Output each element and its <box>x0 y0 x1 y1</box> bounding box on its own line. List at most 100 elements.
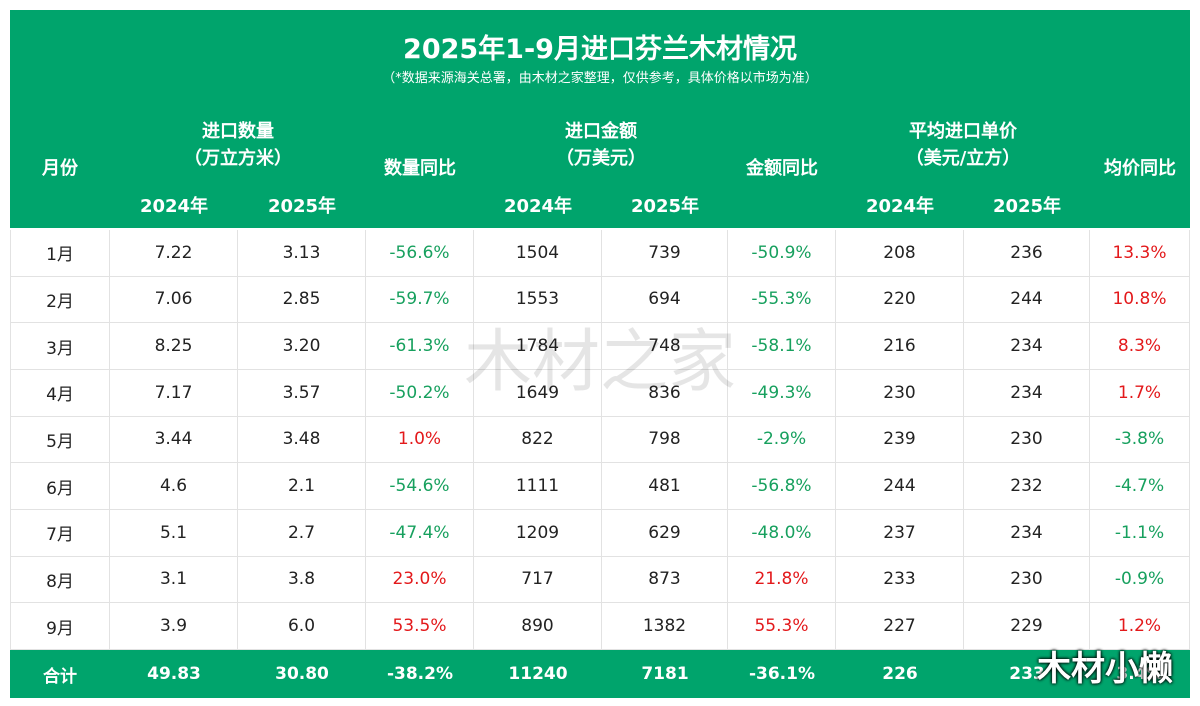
table-cell: 2.7 <box>238 510 366 557</box>
table-cell: 822 <box>474 416 602 464</box>
year-label: 2025年 <box>630 196 700 217</box>
table-cell: 233 <box>836 556 964 604</box>
table-cell: 1553 <box>474 276 602 324</box>
column-label: 数量同比 <box>384 158 456 179</box>
year-label: 2024年 <box>865 196 935 217</box>
table-cell: -3.8% <box>1090 416 1190 464</box>
table-cell: 6月 <box>10 463 110 510</box>
table-cell: 3.48 <box>238 416 366 464</box>
table-cell: -4.7% <box>1090 463 1190 510</box>
table-cell: 220 <box>836 276 964 324</box>
total-cell: 30.80 <box>275 664 329 684</box>
year-label: 2024年 <box>139 196 209 217</box>
table-cell: 230 <box>964 416 1090 464</box>
table-cell: 890 <box>474 603 602 650</box>
table-cell: 694 <box>602 276 728 324</box>
table-cell: 227 <box>836 603 964 650</box>
table-cell: 208 <box>836 230 964 277</box>
table-cell: 3月 <box>10 323 110 370</box>
table-cell: 229 <box>964 603 1090 650</box>
table-cell: 21.8% <box>728 556 836 604</box>
table-cell: 232 <box>964 463 1090 510</box>
table-cell: 5.1 <box>110 510 238 557</box>
table-cell: 3.8 <box>238 556 366 604</box>
total-cell: 49.83 <box>147 664 201 684</box>
table-cell: 1504 <box>474 230 602 277</box>
table-cell: 234 <box>964 370 1090 417</box>
table-cell: 748 <box>602 323 728 370</box>
title: 2025年1-9月进口芬兰木材情况 <box>403 33 797 65</box>
total-cell: 7181 <box>641 664 689 684</box>
table-cell: -58.1% <box>728 323 836 370</box>
column-label: 月份 <box>42 158 78 179</box>
table-cell: 234 <box>964 510 1090 557</box>
year-label: 2025年 <box>267 196 337 217</box>
total-cell: 11240 <box>508 664 568 684</box>
table-cell: -54.6% <box>366 463 474 510</box>
table-cell: 2.85 <box>238 276 366 324</box>
table-cell: 13.3% <box>1090 230 1190 277</box>
table-cell: 237 <box>836 510 964 557</box>
table-cell: 53.5% <box>366 603 474 650</box>
table-cell: -59.7% <box>366 276 474 324</box>
table-cell: 230 <box>836 370 964 417</box>
table-cell: 239 <box>836 416 964 464</box>
table-cell: 717 <box>474 556 602 604</box>
table-cell: 798 <box>602 416 728 464</box>
table-cell: 1.0% <box>366 416 474 464</box>
table-cell: 5月 <box>10 416 110 464</box>
table-cell: 1784 <box>474 323 602 370</box>
table-cell: 2月 <box>10 276 110 324</box>
table-cell: 836 <box>602 370 728 417</box>
table-cell: -1.1% <box>1090 510 1190 557</box>
table-cell: -61.3% <box>366 323 474 370</box>
table-cell: -50.9% <box>728 230 836 277</box>
table-cell: 8.3% <box>1090 323 1190 370</box>
table-cell: 1209 <box>474 510 602 557</box>
total-cell: -36.1% <box>748 664 816 684</box>
table-cell: 1月 <box>10 230 110 277</box>
table-cell: 4月 <box>10 370 110 417</box>
table-cell: 23.0% <box>366 556 474 604</box>
table-cell: 1.7% <box>1090 370 1190 417</box>
table-cell: 3.9 <box>110 603 238 650</box>
table-cell: 8月 <box>10 556 110 604</box>
table-cell: -0.9% <box>1090 556 1190 604</box>
table-cell: -49.3% <box>728 370 836 417</box>
column-group-label: 进口数量 <box>202 121 274 142</box>
table-cell: 3.20 <box>238 323 366 370</box>
table-cell: 629 <box>602 510 728 557</box>
header-band <box>10 10 1190 228</box>
table-cell: 7.17 <box>110 370 238 417</box>
table-cell: 7.06 <box>110 276 238 324</box>
table-cell: 7.22 <box>110 230 238 277</box>
table-cell: 230 <box>964 556 1090 604</box>
table-cell: -47.4% <box>366 510 474 557</box>
table-cell: 3.1 <box>110 556 238 604</box>
column-unit: （万立方米） <box>184 148 292 169</box>
total-cell: 233 <box>1009 664 1045 684</box>
column-label: 均价同比 <box>1104 158 1176 179</box>
table-cell: -56.6% <box>366 230 474 277</box>
total-cell: 226 <box>882 664 918 684</box>
year-label: 2024年 <box>503 196 573 217</box>
table-cell: 244 <box>836 463 964 510</box>
table-cell: 2.1 <box>238 463 366 510</box>
table-cell: 1.2% <box>1090 603 1190 650</box>
table-cell: 1111 <box>474 463 602 510</box>
total-cell: -38.2% <box>386 664 454 684</box>
subtitle: （*数据来源海关总署，由木材之家整理，仅供参考，具体价格以市场为准） <box>382 70 818 86</box>
table-cell: -48.0% <box>728 510 836 557</box>
table-cell: -2.9% <box>728 416 836 464</box>
watermark: 木材小懒 <box>1037 648 1173 689</box>
table-cell: 4.6 <box>110 463 238 510</box>
total-cell: 3.4% <box>1116 664 1164 684</box>
column-group-label: 平均进口单价 <box>909 121 1017 142</box>
table-cell: 244 <box>964 276 1090 324</box>
year-label: 2025年 <box>992 196 1062 217</box>
column-group-label: 进口金额 <box>565 121 637 142</box>
table-cell: 3.57 <box>238 370 366 417</box>
table-cell: 873 <box>602 556 728 604</box>
column-label: 金额同比 <box>746 158 818 179</box>
